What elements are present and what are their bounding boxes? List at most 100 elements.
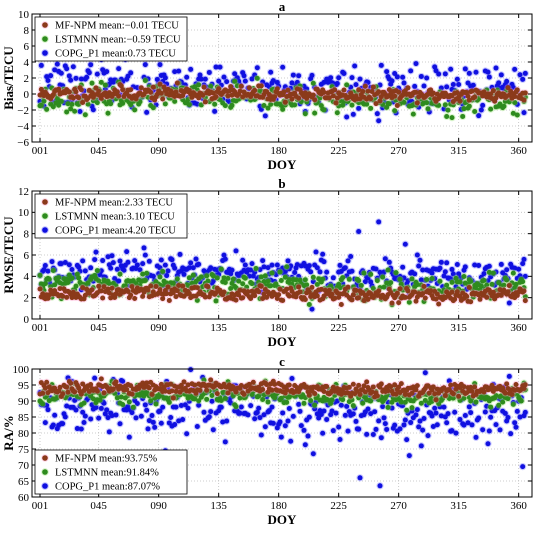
data-point xyxy=(254,65,260,71)
data-point xyxy=(240,257,246,263)
data-point xyxy=(374,111,380,117)
data-point xyxy=(82,112,88,118)
data-point xyxy=(216,86,222,92)
data-point xyxy=(352,63,358,69)
data-point xyxy=(310,274,316,280)
data-point xyxy=(69,266,75,272)
data-point xyxy=(317,269,323,275)
data-point xyxy=(436,301,442,307)
data-point xyxy=(285,87,291,93)
data-point xyxy=(172,265,178,271)
data-point xyxy=(54,61,60,67)
data-point xyxy=(521,288,527,294)
data-point xyxy=(429,275,435,281)
data-point xyxy=(94,268,100,274)
data-point xyxy=(436,71,442,77)
data-point xyxy=(449,289,455,295)
data-point xyxy=(201,84,207,90)
data-point xyxy=(412,83,418,89)
data-point xyxy=(444,113,450,119)
data-point xyxy=(242,78,248,84)
legend-label: COPG_P1 mean:0.73 TECU xyxy=(55,49,176,60)
data-point xyxy=(414,252,420,258)
data-point xyxy=(142,277,148,283)
data-point xyxy=(356,105,362,111)
data-point xyxy=(444,84,450,90)
data-point xyxy=(37,98,43,104)
data-point xyxy=(522,298,528,304)
data-point xyxy=(481,271,487,277)
data-point xyxy=(150,84,156,90)
x-tick-label: 090 xyxy=(150,145,167,157)
data-point xyxy=(58,70,64,76)
data-point xyxy=(520,279,526,285)
data-point xyxy=(128,292,134,298)
data-point xyxy=(396,89,402,95)
data-point xyxy=(202,99,208,105)
data-point xyxy=(504,277,510,283)
data-point xyxy=(349,297,355,303)
data-point xyxy=(238,83,244,89)
x-tick-label: 315 xyxy=(450,145,467,157)
data-point xyxy=(464,293,470,299)
data-point xyxy=(274,262,280,268)
data-point xyxy=(125,259,131,265)
data-point xyxy=(376,118,382,124)
data-point xyxy=(58,98,64,104)
data-point xyxy=(309,72,315,78)
data-point xyxy=(409,276,415,282)
data-point xyxy=(304,86,310,92)
data-point xyxy=(205,284,211,290)
x-tick-label: 270 xyxy=(390,322,407,334)
x-tick-label: 360 xyxy=(510,322,527,334)
data-point xyxy=(194,285,200,291)
data-point xyxy=(377,82,383,88)
data-point xyxy=(442,269,448,275)
data-point xyxy=(278,277,284,283)
data-point xyxy=(108,265,114,271)
data-point xyxy=(218,266,224,272)
data-point xyxy=(102,86,108,92)
data-point xyxy=(165,284,171,290)
data-point xyxy=(461,274,467,280)
legend-label: LSTMNN mean:−0.59 TECU xyxy=(55,35,181,46)
data-point xyxy=(408,68,414,74)
data-point xyxy=(116,66,122,72)
data-point xyxy=(336,75,342,81)
data-point xyxy=(381,284,387,290)
data-point xyxy=(37,286,43,292)
x-tick-label: 180 xyxy=(270,322,287,334)
data-point xyxy=(49,259,55,265)
data-point xyxy=(510,270,516,276)
data-point xyxy=(413,61,419,67)
y-tick-label: −6 xyxy=(17,137,29,149)
data-point xyxy=(73,407,79,413)
data-point xyxy=(522,90,528,96)
data-point xyxy=(45,268,51,274)
data-point xyxy=(472,94,478,100)
data-point xyxy=(212,108,218,114)
data-point xyxy=(493,65,499,71)
data-point xyxy=(501,103,507,109)
data-point xyxy=(241,73,247,79)
data-point xyxy=(254,75,260,81)
data-point xyxy=(328,75,334,81)
panel-letter: c xyxy=(279,354,285,369)
data-point xyxy=(421,283,427,289)
data-point xyxy=(480,102,486,108)
data-point xyxy=(308,269,314,275)
data-point xyxy=(274,86,280,92)
data-point xyxy=(486,263,492,269)
data-point xyxy=(313,249,319,255)
data-point xyxy=(144,270,150,276)
data-point xyxy=(157,62,163,68)
data-point xyxy=(252,87,258,93)
data-point xyxy=(314,293,320,299)
data-point xyxy=(96,283,102,289)
data-point xyxy=(240,295,246,301)
data-point xyxy=(69,275,75,281)
data-point xyxy=(188,66,194,72)
data-point xyxy=(437,265,443,271)
y-tick-label: 4 xyxy=(24,57,30,69)
data-point xyxy=(144,109,150,115)
